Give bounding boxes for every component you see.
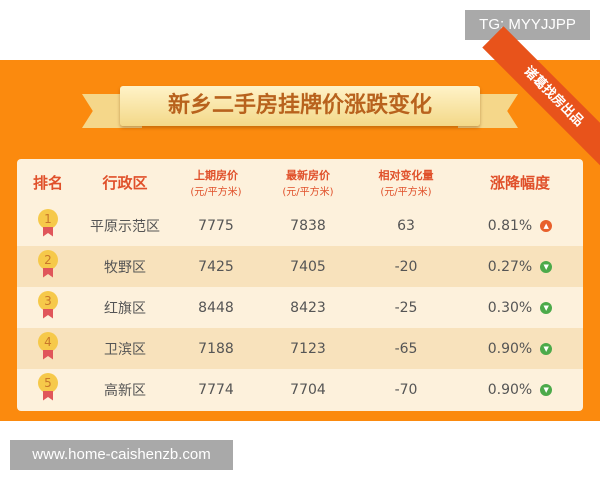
infographic: 诸葛找房出品 新乡二手房挂牌价涨跌变化 排名 行政区 上期房价 (元/平方米) 最… (0, 26, 600, 421)
header-prev-price-label: 上期房价 (194, 168, 238, 182)
arrow-down-icon: ▼ (540, 301, 553, 314)
pct-cell: 0.90% ▼ (457, 341, 583, 357)
rank-cell: 5 (17, 372, 79, 407)
prev-price-cell: 7188 (198, 340, 234, 357)
prev-price-cell: 7775 (198, 217, 234, 234)
pct-cell: 0.90% ▼ (457, 382, 583, 398)
pct-value: 0.81% (487, 217, 533, 234)
district-cell: 卫滨区 (104, 341, 146, 358)
header-pct: 涨降幅度 (489, 173, 550, 192)
header-unit: (元/平方米) (190, 186, 242, 198)
arrow-down-icon: ▼ (540, 383, 553, 396)
change-cell: 63 (397, 217, 415, 234)
medal-icon: 2 (38, 249, 58, 280)
rank-number: 4 (38, 331, 58, 352)
arrow-up-icon: ▲ (540, 219, 553, 232)
rank-number: 2 (38, 249, 58, 270)
prev-price-cell: 7774 (198, 381, 234, 398)
pct-value: 0.30% (487, 299, 533, 316)
header-district: 行政区 (102, 173, 148, 192)
rank-number: 5 (38, 372, 58, 393)
header-unit: (元/平方米) (282, 186, 334, 198)
table-row: 4 卫滨区 7188 7123 -65 0.90% ▼ (17, 328, 583, 369)
change-cell: -70 (394, 381, 418, 398)
district-cell: 高新区 (104, 382, 146, 399)
district-cell: 红旗区 (104, 300, 146, 317)
rank-cell: 1 (17, 208, 79, 243)
change-cell: -65 (394, 340, 418, 357)
header-new-price: 最新房价 (元/平方米) (261, 167, 355, 198)
rank-cell: 4 (17, 331, 79, 366)
header-rank: 排名 (32, 173, 63, 192)
table-row: 5 高新区 7774 7704 -70 0.90% ▼ (17, 369, 583, 410)
pct-value: 0.90% (487, 340, 533, 357)
table-row: 1 平原示范区 7775 7838 63 0.81% ▲ (17, 205, 583, 246)
prev-price-cell: 8448 (198, 299, 234, 316)
district-cell: 牧野区 (104, 259, 146, 276)
medal-icon: 5 (38, 372, 58, 403)
new-price-cell: 8423 (290, 299, 326, 316)
change-cell: -25 (394, 299, 418, 316)
medal-icon: 3 (38, 290, 58, 321)
header-new-price-label: 最新房价 (286, 168, 330, 182)
pct-cell: 0.27% ▼ (457, 259, 583, 275)
district-cell: 平原示范区 (90, 218, 160, 235)
arrow-down-icon: ▼ (540, 342, 553, 355)
table-header: 排名 行政区 上期房价 (元/平方米) 最新房价 (元/平方米) 相对变化量 (元/平… (17, 159, 583, 205)
table-row: 3 红旗区 8448 8423 -25 0.30% ▼ (17, 287, 583, 328)
rank-number: 3 (38, 290, 58, 311)
pct-cell: 0.30% ▼ (457, 300, 583, 316)
rank-number: 1 (38, 208, 58, 229)
new-price-cell: 7704 (290, 381, 326, 398)
prev-price-cell: 7425 (198, 258, 234, 275)
infographic-title: 新乡二手房挂牌价涨跌变化 (120, 86, 480, 126)
medal-icon: 1 (38, 208, 58, 239)
table-row: 2 牧野区 7425 7405 -20 0.27% ▼ (17, 246, 583, 287)
price-table: 排名 行政区 上期房价 (元/平方米) 最新房价 (元/平方米) 相对变化量 (元/平… (17, 159, 583, 411)
header-prev-price: 上期房价 (元/平方米) (171, 167, 261, 198)
pct-value: 0.27% (487, 258, 533, 275)
watermark-bottom: www.home-caishenzb.com (10, 440, 233, 470)
pct-value: 0.90% (487, 381, 533, 398)
header-change-label: 相对变化量 (378, 168, 434, 182)
new-price-cell: 7405 (290, 258, 326, 275)
header-unit: (元/平方米) (380, 186, 432, 198)
new-price-cell: 7838 (290, 217, 326, 234)
rank-cell: 2 (17, 249, 79, 284)
watermark-top: TG: MYYJJPP (465, 10, 590, 40)
change-cell: -20 (394, 258, 418, 275)
pct-cell: 0.81% ▲ (457, 218, 583, 234)
arrow-down-icon: ▼ (540, 260, 553, 273)
rank-cell: 3 (17, 290, 79, 325)
medal-icon: 4 (38, 331, 58, 362)
new-price-cell: 7123 (290, 340, 326, 357)
header-change: 相对变化量 (元/平方米) (355, 167, 457, 198)
